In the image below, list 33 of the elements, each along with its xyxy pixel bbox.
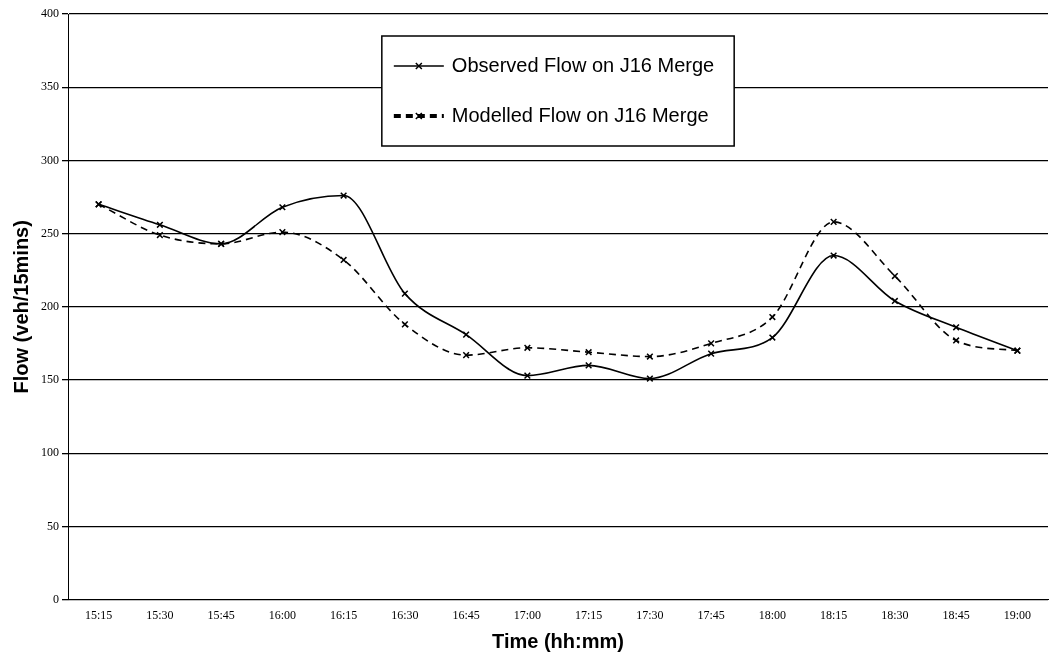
x-tick-label: 17:00 xyxy=(513,607,542,622)
x-tick-label: 18:00 xyxy=(758,607,787,622)
point xyxy=(952,336,960,345)
y-tick-label: 250 xyxy=(41,225,59,240)
x-tick-label: 16:00 xyxy=(268,607,297,622)
x-tick-label: 16:45 xyxy=(452,607,480,622)
x-tick-label: 19:00 xyxy=(1003,607,1032,622)
x-tick-label: 17:15 xyxy=(574,607,603,622)
y-axis-title: Flow (veh/15mins) xyxy=(9,220,32,394)
legend-label: Modelled Flow on J16 Merge xyxy=(451,103,709,126)
x-tick-label: 16:30 xyxy=(391,607,419,622)
y-tick-label: 100 xyxy=(41,445,59,460)
point xyxy=(523,372,531,380)
point xyxy=(585,361,593,369)
y-tick-label: 150 xyxy=(41,372,59,387)
y-tick-label: 50 xyxy=(47,518,59,533)
x-tick-label: 15:15 xyxy=(84,607,113,622)
x-tick-label: 16:15 xyxy=(329,607,358,622)
y-tick-label: 300 xyxy=(41,152,59,167)
x-axis-title: Time (hh:mm) xyxy=(492,629,624,652)
point xyxy=(462,351,470,359)
x-tick-label: 18:15 xyxy=(819,607,848,622)
y-tick-label: 200 xyxy=(41,298,59,313)
x-tick-label: 18:30 xyxy=(881,607,909,622)
y-tick-label: 400 xyxy=(41,6,59,21)
x-tick-label: 17:45 xyxy=(697,607,725,622)
x-tick-label: 18:45 xyxy=(942,607,970,622)
x-tick-label: 15:45 xyxy=(207,607,235,622)
x-tick-label: 15:30 xyxy=(146,607,174,622)
legend-label: Observed Flow on J16 Merge xyxy=(451,53,715,76)
x-tick-label: 17:30 xyxy=(636,607,664,622)
y-tick-label: 0 xyxy=(53,591,59,606)
y-tick-label: 350 xyxy=(41,79,59,94)
